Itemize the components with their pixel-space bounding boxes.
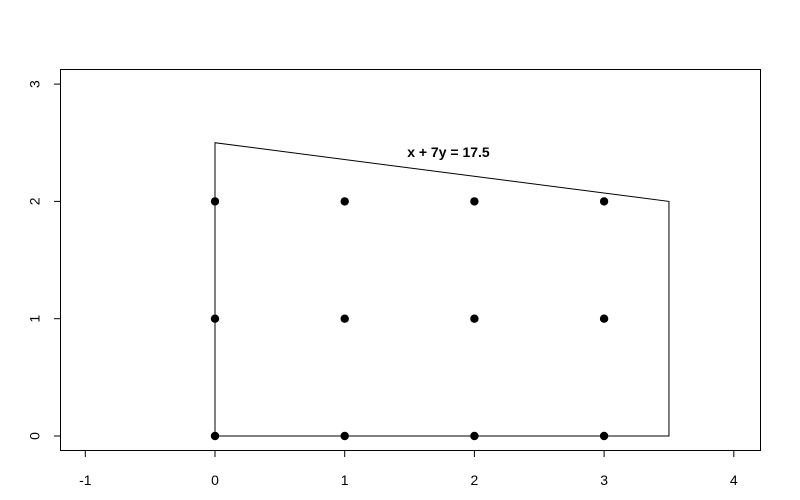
y-tick-label: 1 xyxy=(27,315,43,323)
data-point xyxy=(599,197,609,206)
data-point xyxy=(470,314,479,323)
x-tick-label: 0 xyxy=(211,472,219,488)
x-axis: -1 0 1 2 3 4 xyxy=(79,450,738,488)
data-point xyxy=(210,197,220,206)
points xyxy=(210,197,609,441)
constraint-label: x + 7y = 17.5 xyxy=(407,144,490,160)
x-tick-label: 2 xyxy=(471,472,479,488)
data-point xyxy=(599,431,609,441)
y-tick-label: 3 xyxy=(27,80,43,88)
x-tick-label: 4 xyxy=(730,472,738,488)
y-axis: 0 1 2 3 xyxy=(27,80,61,440)
data-point xyxy=(340,431,349,441)
data-point xyxy=(340,314,349,323)
x-tick-label: -1 xyxy=(79,472,92,488)
plot-frame xyxy=(60,69,761,451)
data-point xyxy=(470,197,479,206)
data-point xyxy=(470,431,479,441)
data-point xyxy=(210,431,220,441)
data-point xyxy=(340,197,349,206)
x-tick-label: 3 xyxy=(600,472,608,488)
data-point xyxy=(599,314,609,323)
y-tick-label: 0 xyxy=(27,432,43,440)
data-point xyxy=(210,314,220,323)
x-tick-label: 1 xyxy=(341,472,349,488)
y-tick-label: 2 xyxy=(27,197,43,205)
feasible-region-polygon xyxy=(214,142,670,437)
